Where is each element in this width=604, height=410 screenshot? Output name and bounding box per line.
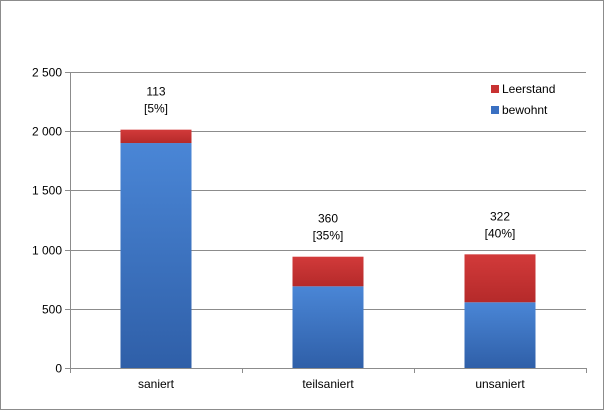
bars [120,129,536,368]
y-tick-label: 0 [55,362,62,376]
data-label-value: 322 [490,209,510,223]
data-label-percent: [5%] [144,102,168,116]
bar-leerstand-unsaniert [464,254,536,303]
y-tick-label: 2 000 [32,125,62,139]
data-label-value: 113 [146,85,165,99]
data-label-percent: [35%] [313,229,344,243]
bar-bewohnt-teilsaniert [292,286,364,368]
legend: Leerstand bewohnt [491,82,555,117]
bar-bewohnt-unsaniert [464,302,536,368]
x-tick-label: teilsaniert [302,377,354,391]
y-tick-label: 500 [42,303,62,317]
x-tick-label: unsaniert [475,377,525,391]
y-tick-label: 1 000 [32,244,62,258]
axes: 0 500 1 000 1 500 2 000 2 500 saniert teilsanie… [32,66,587,391]
bar-leerstand-saniert [120,129,192,144]
legend-swatch-bewohnt [491,106,499,114]
y-tick-label: 2 500 [32,66,62,80]
data-labels: 113 [5%] 360 [35%] 322 [40%] [144,85,515,243]
legend-label-leerstand: Leerstand [502,82,555,96]
legend-label-bewohnt: bewohnt [502,103,548,117]
data-label-value: 360 [318,212,338,226]
bar-bewohnt-saniert [120,143,192,368]
y-tick-label: 1 500 [32,184,62,198]
x-tick-label: saniert [138,377,175,391]
data-label-percent: [40%] [485,226,516,240]
bar-leerstand-teilsaniert [292,256,364,287]
legend-swatch-leerstand [491,85,499,93]
